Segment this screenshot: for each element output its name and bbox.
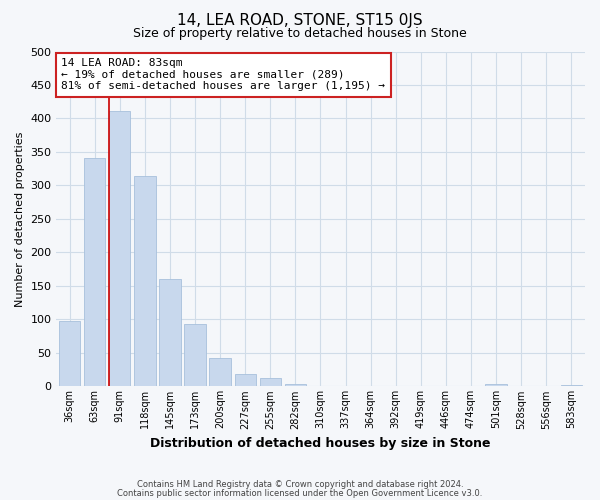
Bar [485, 384, 506, 386]
Bar [159, 278, 181, 386]
Bar [84, 158, 106, 386]
Bar [59, 322, 80, 386]
Text: Size of property relative to detached houses in Stone: Size of property relative to detached ho… [133, 28, 467, 40]
Text: Contains HM Land Registry data © Crown copyright and database right 2024.: Contains HM Land Registry data © Crown c… [137, 480, 463, 489]
Bar [284, 384, 306, 386]
Text: 14, LEA ROAD, STONE, ST15 0JS: 14, LEA ROAD, STONE, ST15 0JS [177, 12, 423, 28]
Bar [109, 111, 130, 386]
Bar [184, 324, 206, 386]
Bar [560, 385, 582, 386]
Y-axis label: Number of detached properties: Number of detached properties [15, 132, 25, 306]
Bar [235, 374, 256, 386]
Bar [209, 358, 231, 386]
Bar [260, 378, 281, 386]
X-axis label: Distribution of detached houses by size in Stone: Distribution of detached houses by size … [150, 437, 491, 450]
Text: 14 LEA ROAD: 83sqm
← 19% of detached houses are smaller (289)
81% of semi-detach: 14 LEA ROAD: 83sqm ← 19% of detached hou… [61, 58, 385, 92]
Bar [134, 176, 155, 386]
Text: Contains public sector information licensed under the Open Government Licence v3: Contains public sector information licen… [118, 488, 482, 498]
